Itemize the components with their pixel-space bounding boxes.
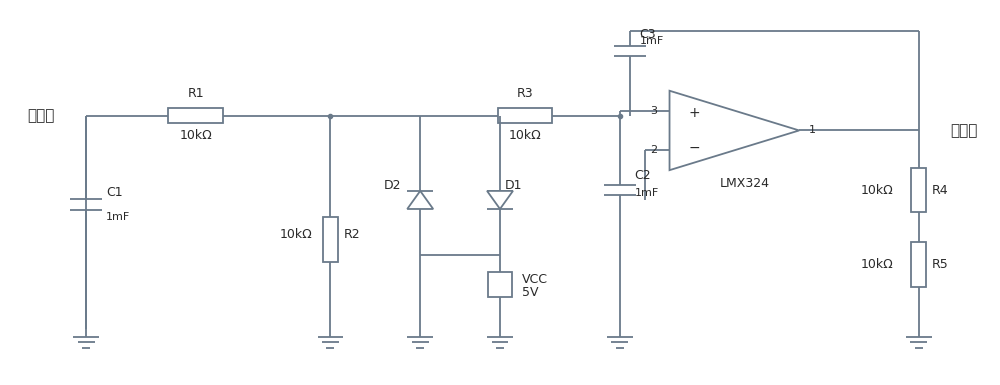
Text: C3: C3 bbox=[640, 28, 656, 41]
Text: 10kΩ: 10kΩ bbox=[279, 228, 312, 241]
Bar bbox=[168, 108, 223, 123]
Text: D2: D2 bbox=[384, 179, 401, 192]
Text: 3: 3 bbox=[651, 105, 658, 116]
Polygon shape bbox=[487, 191, 513, 209]
Text: C1: C1 bbox=[106, 186, 123, 199]
Text: LMX324: LMX324 bbox=[719, 177, 769, 189]
Text: R3: R3 bbox=[517, 87, 533, 100]
Text: D1: D1 bbox=[505, 179, 522, 192]
Text: VCC: VCC bbox=[522, 273, 548, 286]
Bar bbox=[911, 168, 926, 213]
Text: 10kΩ: 10kΩ bbox=[179, 129, 212, 142]
Text: 10kΩ: 10kΩ bbox=[861, 258, 894, 271]
Bar bbox=[323, 217, 338, 262]
Text: 10kΩ: 10kΩ bbox=[509, 129, 541, 142]
Text: R4: R4 bbox=[932, 184, 948, 196]
Text: +: + bbox=[689, 105, 700, 120]
Text: R1: R1 bbox=[188, 87, 204, 100]
Text: 10kΩ: 10kΩ bbox=[861, 184, 894, 196]
Polygon shape bbox=[407, 191, 433, 209]
Bar bbox=[498, 108, 552, 123]
Text: 输入端: 输入端 bbox=[28, 108, 55, 123]
Text: 2: 2 bbox=[650, 145, 658, 155]
Polygon shape bbox=[670, 91, 799, 170]
Text: 1mF: 1mF bbox=[640, 36, 664, 46]
Text: 1mF: 1mF bbox=[635, 188, 659, 198]
Bar bbox=[488, 272, 512, 297]
Text: 1: 1 bbox=[809, 126, 816, 136]
Text: −: − bbox=[689, 141, 700, 155]
Text: 输出端: 输出端 bbox=[950, 123, 977, 138]
Text: R5: R5 bbox=[932, 258, 949, 271]
Bar bbox=[911, 242, 926, 287]
Text: 1mF: 1mF bbox=[106, 212, 130, 222]
Text: R2: R2 bbox=[343, 228, 360, 241]
Text: C2: C2 bbox=[635, 169, 651, 182]
Text: 5V: 5V bbox=[522, 286, 538, 299]
